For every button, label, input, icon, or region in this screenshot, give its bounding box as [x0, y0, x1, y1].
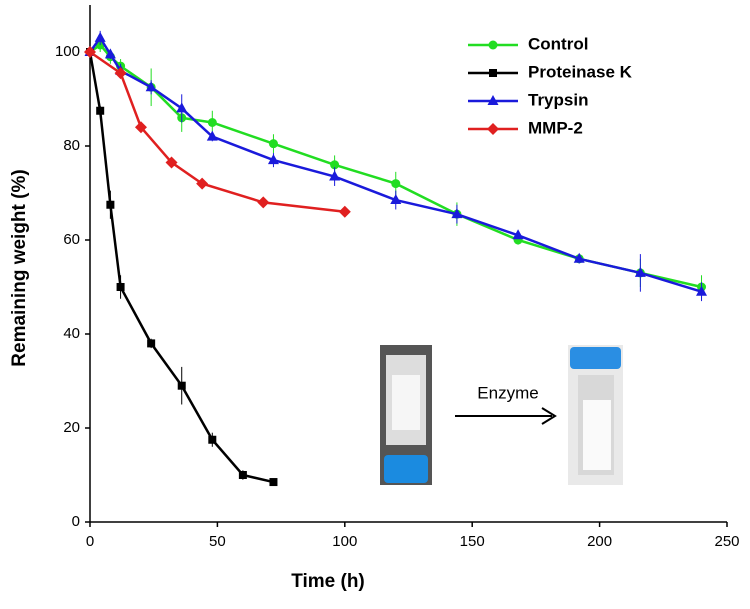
vial-cap: [384, 455, 428, 483]
legend-marker: [487, 95, 499, 105]
marker: [177, 381, 186, 390]
powder: [583, 400, 611, 470]
legend-label: MMP-2: [528, 118, 583, 137]
x-tick-label: 0: [86, 533, 94, 550]
marker: [94, 31, 106, 42]
marker: [634, 266, 646, 277]
marker: [451, 208, 463, 219]
legend-label: Proteinase K: [528, 62, 633, 81]
marker: [257, 196, 270, 209]
legend-marker: [487, 123, 499, 135]
marker: [390, 194, 402, 205]
marker: [145, 81, 157, 92]
marker: [512, 229, 524, 240]
arrow-head: [541, 407, 557, 425]
gel: [392, 375, 420, 430]
marker: [84, 46, 96, 58]
marker: [696, 285, 708, 296]
y-tick-label: 80: [63, 137, 80, 154]
marker: [104, 48, 116, 59]
marker: [176, 102, 188, 113]
y-tick-label: 0: [72, 513, 80, 530]
marker: [573, 252, 585, 263]
marker: [208, 435, 217, 444]
marker: [134, 121, 147, 134]
x-tick-label: 100: [332, 533, 357, 550]
x-tick-label: 150: [460, 533, 485, 550]
marker: [147, 339, 156, 348]
legend-label: Control: [528, 34, 588, 53]
marker: [106, 200, 115, 209]
x-tick-label: 200: [587, 533, 612, 550]
marker: [269, 478, 278, 487]
x-axis-label: Time (h): [291, 571, 365, 592]
marker: [238, 471, 247, 479]
annotation: Enzyme: [477, 383, 538, 402]
y-tick-label: 20: [63, 419, 80, 436]
y-tick-label: 60: [63, 231, 80, 248]
y-axis-label: Remaining weight (%): [9, 169, 30, 366]
marker: [196, 177, 209, 190]
marker: [165, 156, 178, 169]
marker: [207, 118, 217, 127]
y-tick-label: 100: [55, 43, 80, 60]
legend-marker: [489, 69, 497, 77]
marker: [206, 130, 218, 141]
marker: [268, 139, 278, 149]
marker: [391, 179, 401, 189]
marker: [338, 205, 351, 218]
marker: [329, 170, 341, 181]
x-tick-label: 250: [714, 533, 739, 550]
vial-cap: [570, 347, 621, 369]
inset-photos: [380, 345, 623, 485]
x-tick-label: 50: [209, 533, 226, 550]
marker: [267, 154, 279, 165]
y-tick-label: 40: [63, 325, 80, 342]
legend-label: Trypsin: [528, 90, 588, 109]
marker: [114, 67, 127, 80]
marker: [116, 283, 125, 291]
marker: [330, 160, 340, 170]
legend-marker: [488, 40, 498, 50]
marker: [96, 106, 105, 115]
